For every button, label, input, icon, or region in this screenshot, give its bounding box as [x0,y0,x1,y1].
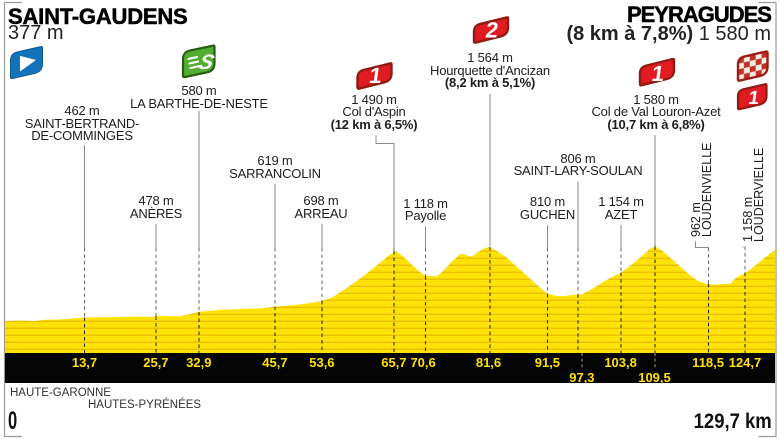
svg-text:1: 1 [368,63,384,88]
svg-text:1: 1 [747,88,761,109]
svg-text:S: S [196,51,217,74]
svg-text:2: 2 [484,18,500,43]
svg-text:1: 1 [650,61,666,86]
